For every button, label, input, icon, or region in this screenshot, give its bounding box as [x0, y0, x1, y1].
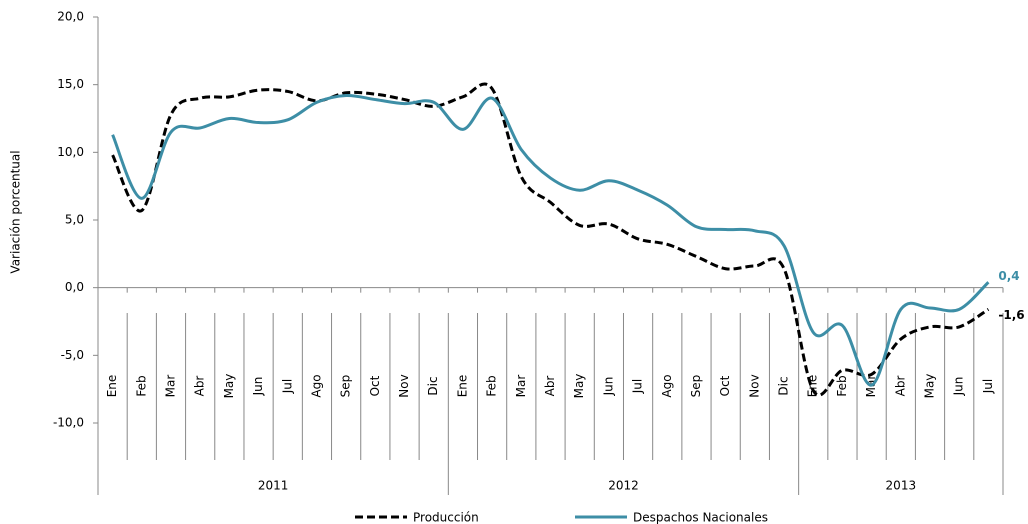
- x-tick-label: Dic: [426, 376, 440, 395]
- x-tick-label: Jul: [280, 379, 294, 394]
- y-tick-label: -5,0: [61, 348, 84, 362]
- x-tick-label: Feb: [134, 375, 148, 396]
- x-tick-label: Feb: [835, 375, 849, 396]
- x-tick-label: Nov: [747, 374, 761, 397]
- series-line: [111, 93, 990, 387]
- x-tick-label: Nov: [397, 374, 411, 397]
- x-tick-label: Ago: [309, 374, 323, 397]
- data-label: -1,6: [998, 308, 1024, 322]
- y-tick-label: 20,0: [57, 10, 84, 24]
- y-tick-label: 5,0: [65, 213, 84, 227]
- series-line: [111, 82, 990, 397]
- x-tick-label: May: [222, 374, 236, 399]
- y-tick-label: -10,0: [53, 416, 84, 430]
- x-tick-label: Jun: [601, 377, 615, 397]
- x-tick-label: Mar: [163, 375, 177, 398]
- x-tick-label: Jun: [952, 377, 966, 397]
- legend-label: Producción: [413, 511, 479, 524]
- x-tick-label: Ene: [455, 375, 469, 398]
- x-tick-label: Mar: [514, 375, 528, 398]
- y-tick-label: 10,0: [57, 145, 84, 159]
- x-tick-label: May: [572, 374, 586, 399]
- x-tick-label: Oct: [368, 375, 382, 396]
- y-tick-label: 0,0: [65, 280, 84, 294]
- x-tick-label: Feb: [485, 375, 499, 396]
- x-tick-label: May: [923, 374, 937, 399]
- x-tick-label: Abr: [193, 376, 207, 397]
- x-tick-label: Oct: [718, 375, 732, 396]
- group-label: 2012: [608, 479, 639, 493]
- x-tick-label: Ago: [660, 374, 674, 397]
- legend-label: Despachos Nacionales: [633, 511, 768, 524]
- y-tick-label: 15,0: [57, 77, 84, 91]
- group-label: 2011: [258, 479, 289, 493]
- x-tick-label: Ene: [105, 375, 119, 398]
- x-tick-label: Abr: [543, 376, 557, 397]
- x-tick-label: Abr: [893, 376, 907, 397]
- y-axis-label: Variación porcentual: [9, 150, 23, 273]
- x-tick-label: Jun: [251, 377, 265, 397]
- x-tick-label: Dic: [777, 376, 791, 395]
- x-tick-label: Sep: [339, 375, 353, 398]
- x-tick-label: Jul: [631, 379, 645, 394]
- x-tick-label: Sep: [689, 375, 703, 398]
- x-tick-label: Jul: [981, 379, 995, 394]
- data-label: 0,4: [998, 269, 1019, 283]
- group-label: 2013: [886, 479, 917, 493]
